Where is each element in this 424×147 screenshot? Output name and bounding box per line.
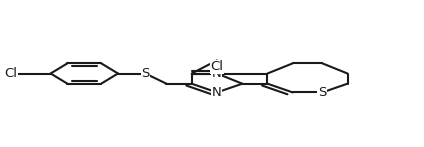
Text: N: N [212, 67, 222, 80]
Text: S: S [318, 86, 326, 99]
Text: S: S [141, 67, 150, 80]
Text: N: N [212, 86, 222, 99]
Text: Cl: Cl [210, 60, 223, 73]
Text: Cl: Cl [4, 67, 17, 80]
